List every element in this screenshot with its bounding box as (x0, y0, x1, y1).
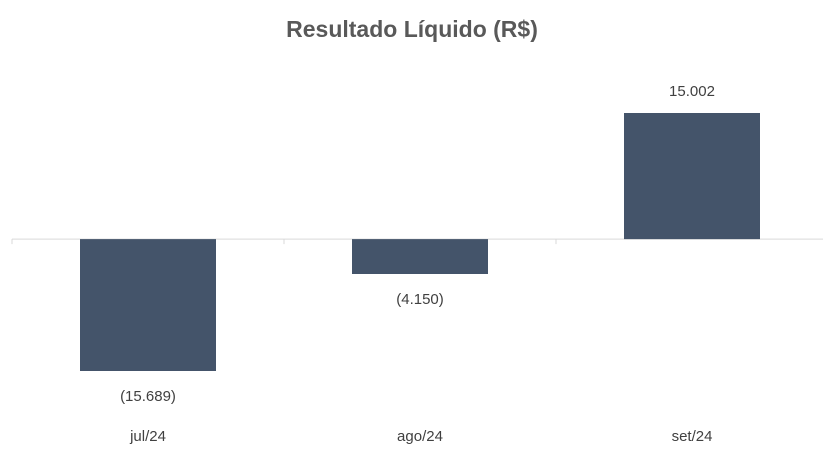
bar (624, 113, 760, 240)
chart-title: Resultado Líquido (R$) (286, 16, 538, 42)
bar (352, 239, 488, 274)
data-label: (4.150) (396, 291, 444, 308)
data-label: 15.002 (669, 83, 715, 100)
x-tick-label: set/24 (672, 428, 713, 445)
x-tick-label: jul/24 (129, 428, 166, 445)
data-label: (15.689) (120, 388, 176, 405)
x-tick-label: ago/24 (397, 428, 443, 445)
bar (80, 239, 216, 371)
